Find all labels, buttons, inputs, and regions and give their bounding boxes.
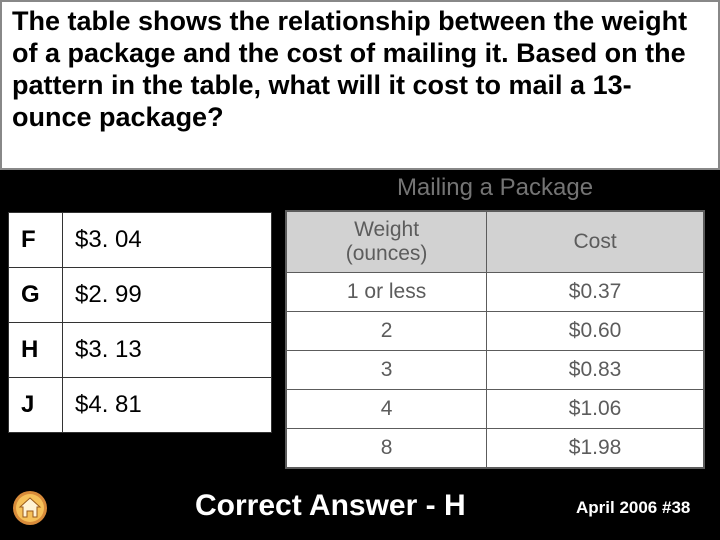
- cell-weight: 1 or less: [286, 273, 487, 312]
- cell-weight: 2: [286, 312, 487, 351]
- answer-letter: H: [9, 323, 63, 378]
- answer-value: $3. 13: [63, 323, 272, 378]
- col-header-weight: Weight(ounces): [286, 211, 487, 273]
- table-row: F $3. 04: [9, 213, 272, 268]
- answer-value: $2. 99: [63, 268, 272, 323]
- answer-value: $3. 04: [63, 213, 272, 268]
- question-panel: The table shows the relationship between…: [0, 0, 720, 170]
- cell-weight: 4: [286, 390, 487, 429]
- table-row: J $4. 81: [9, 378, 272, 433]
- cell-cost: $0.37: [487, 273, 704, 312]
- question-text: The table shows the relationship between…: [12, 6, 708, 133]
- table-row: 1 or less $0.37: [286, 273, 704, 312]
- answer-letter: J: [9, 378, 63, 433]
- table-title: Mailing a Package: [285, 174, 705, 202]
- cell-cost: $0.60: [487, 312, 704, 351]
- answer-value: $4. 81: [63, 378, 272, 433]
- table-row: G $2. 99: [9, 268, 272, 323]
- home-icon: [12, 490, 48, 526]
- answer-choices-table: F $3. 04 G $2. 99 H $3. 13 J $4. 81: [8, 212, 272, 433]
- table-row: 3 $0.83: [286, 351, 704, 390]
- col-header-cost: Cost: [487, 211, 704, 273]
- home-button[interactable]: [12, 490, 48, 526]
- table-row: 4 $1.06: [286, 390, 704, 429]
- cell-cost: $1.98: [487, 429, 704, 469]
- cost-table: Weight(ounces) Cost 1 or less $0.37 2 $0…: [285, 210, 705, 469]
- table-row: 2 $0.60: [286, 312, 704, 351]
- cell-cost: $0.83: [487, 351, 704, 390]
- cell-weight: 3: [286, 351, 487, 390]
- answer-letter: F: [9, 213, 63, 268]
- table-row: H $3. 13: [9, 323, 272, 378]
- answer-letter: G: [9, 268, 63, 323]
- cell-weight: 8: [286, 429, 487, 469]
- source-label: April 2006 #38: [576, 498, 690, 518]
- correct-answer: Correct Answer - H: [195, 489, 466, 523]
- cell-cost: $1.06: [487, 390, 704, 429]
- table-row: 8 $1.98: [286, 429, 704, 469]
- table-header-row: Weight(ounces) Cost: [286, 211, 704, 273]
